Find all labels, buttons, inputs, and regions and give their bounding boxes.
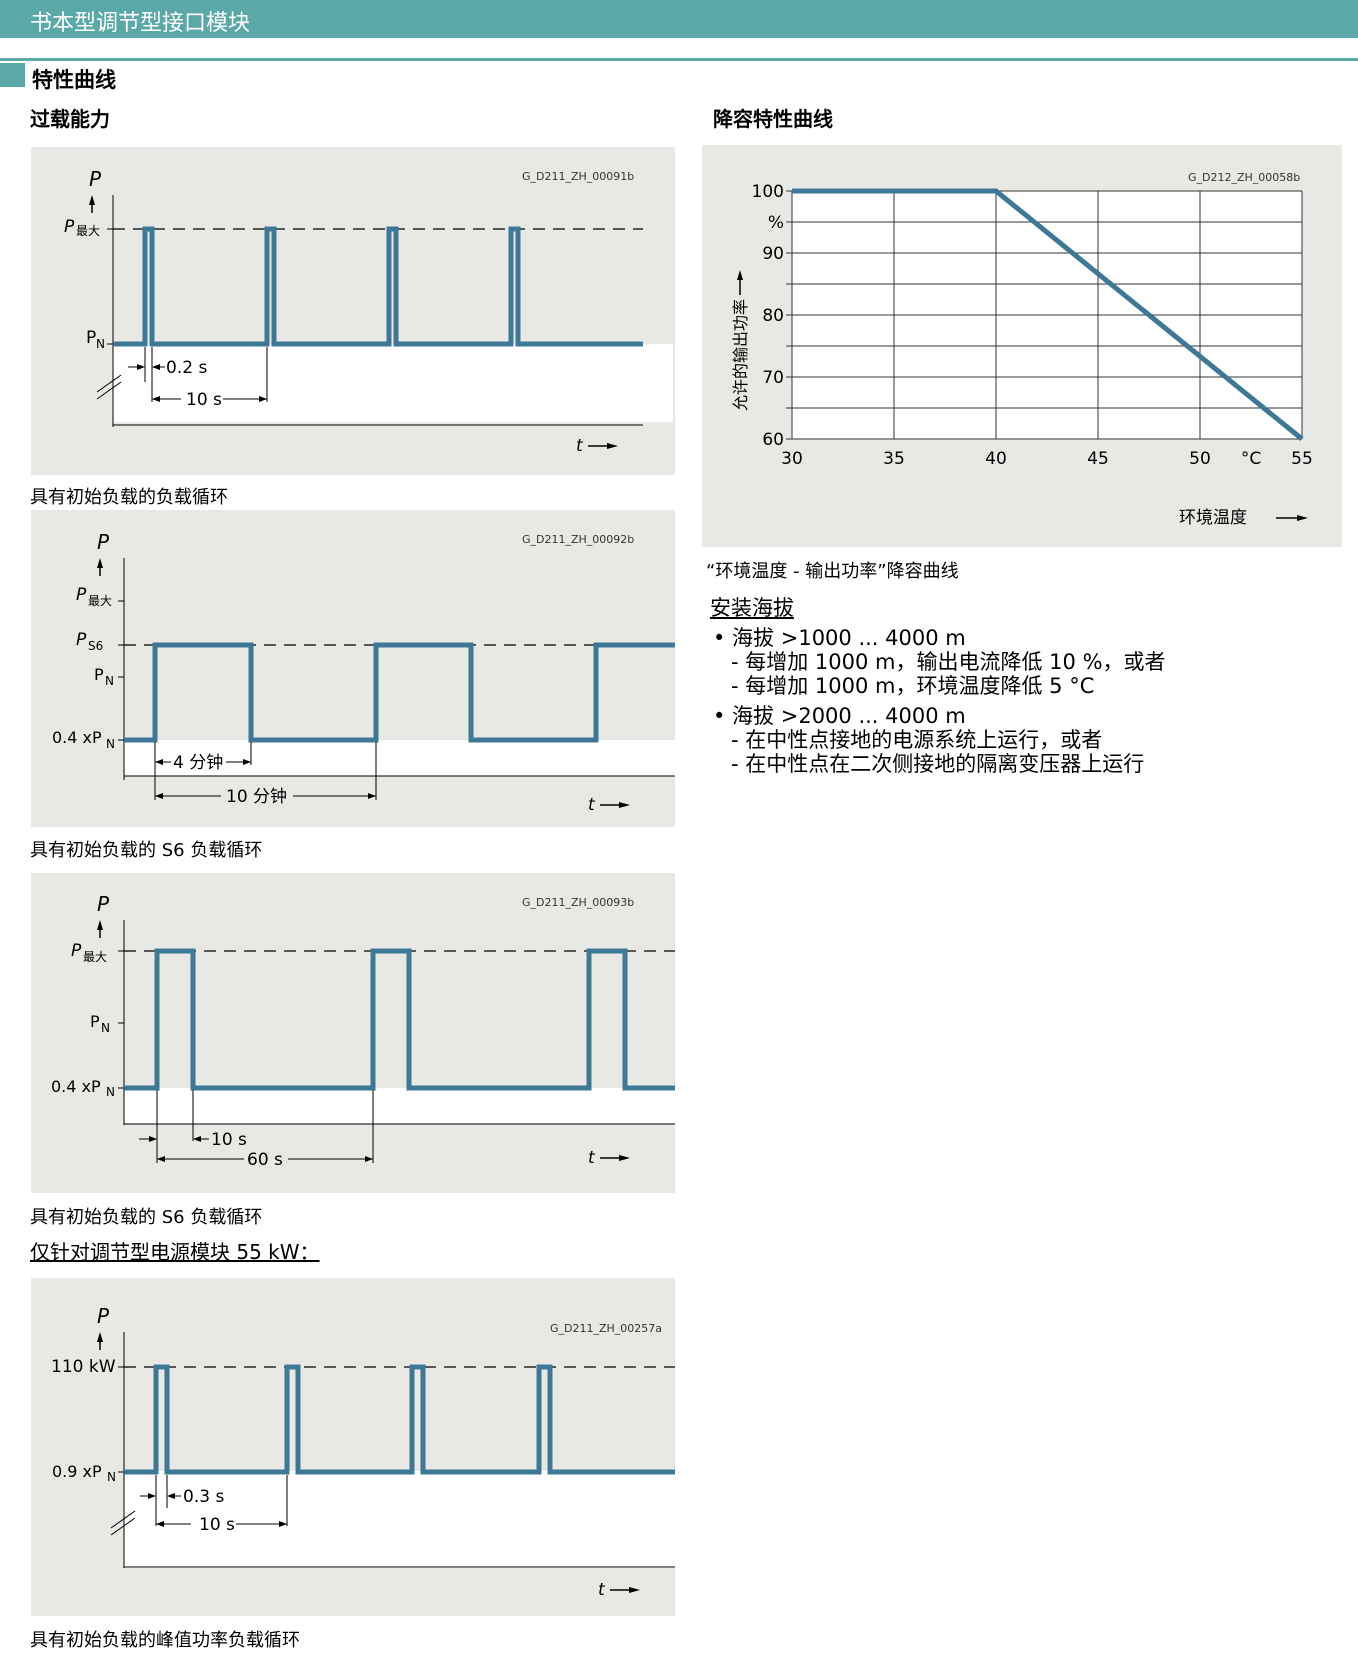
y-tick-label: % xyxy=(768,213,784,233)
svg-text:P: P xyxy=(71,941,82,961)
svg-text:P: P xyxy=(76,585,87,605)
y-tick-label: 70 xyxy=(762,368,784,388)
derating-caption: “环境温度 - 输出功率”降容曲线 xyxy=(706,557,959,583)
ps6-sub: S6 xyxy=(88,639,103,653)
x-tick-label: 45 xyxy=(1087,449,1109,469)
svg-text:P: P xyxy=(86,328,96,348)
note-55kw: 仅针对调节型电源模块 55 kW： xyxy=(30,1236,320,1265)
time-label-1: 0.2 s xyxy=(166,358,207,378)
pn-label: P xyxy=(94,665,104,684)
y-tick-label: 80 xyxy=(762,306,784,326)
x-tick-label: 55 xyxy=(1291,449,1313,469)
bullet-1b: - 每增加 1000 m，环境温度降低 5 °C xyxy=(713,674,1166,698)
x-tick-label: 30 xyxy=(781,449,803,469)
bullet-2b: - 在中性点在二次侧接地的隔离变压器上运行 xyxy=(713,752,1166,776)
chart-id: G_D211_ZH_00092b xyxy=(522,533,634,546)
t-axis-label: t xyxy=(588,1148,596,1168)
base-sub: N xyxy=(106,737,115,751)
overload-title: 过载能力 xyxy=(30,103,110,132)
x-tick-label: °C xyxy=(1241,449,1261,469)
bullet-1a: - 每增加 1000 m，输出电流降低 10 %，或者 xyxy=(713,650,1166,674)
base-sub: N xyxy=(107,1470,116,1484)
base-label: 0.9 xP xyxy=(52,1462,102,1481)
base-label: 0.4 xP xyxy=(51,1077,101,1096)
chart-id: G_D211_ZH_00257a xyxy=(550,1322,662,1335)
caption-1: 具有初始负载的负载循环 xyxy=(30,483,228,509)
chart-id: G_D212_ZH_00058b xyxy=(1188,171,1300,184)
x-tick-label: 40 xyxy=(985,449,1007,469)
y-tick-label: 100 xyxy=(752,182,784,202)
caption-2: 具有初始负载的 S6 负载循环 xyxy=(30,836,262,862)
load-cycle-chart-2: G_D211_ZH_00092b P P 最大 P S6 P N 0.4 xP … xyxy=(31,510,675,827)
pmax-sub: 最大 xyxy=(88,594,112,608)
t-axis-label: t xyxy=(588,795,596,815)
caption-4: 具有初始负载的峰值功率负载循环 xyxy=(30,1626,300,1652)
header-bar: 书本型调节型接口模块 xyxy=(0,0,1358,38)
pn-label: P xyxy=(90,1012,100,1031)
base-label: 0.4 xP xyxy=(52,728,102,747)
y-axis-label: P xyxy=(97,892,110,916)
y-axis-label: P xyxy=(97,530,110,554)
pmax-sub: 最大 xyxy=(76,224,100,238)
time-label-1: 10 s xyxy=(211,1130,247,1150)
derating-title: 降容特性曲线 xyxy=(713,103,833,132)
time-label-2: 60 s xyxy=(247,1150,283,1170)
installation-title: 安装海拔 xyxy=(710,592,794,622)
pn-sub: N xyxy=(105,674,114,688)
x-axis-title: 环境温度 xyxy=(1179,508,1247,528)
svg-text:P: P xyxy=(76,630,87,650)
pmax-sub: 最大 xyxy=(83,950,107,964)
t-axis-label: t xyxy=(576,436,584,456)
load-cycle-chart-3: G_D211_ZH_00093b P P 最大 P N 0.4 xP N 10 … xyxy=(31,873,675,1193)
base-sub: N xyxy=(106,1085,115,1099)
bullet-2a: - 在中性点接地的电源系统上运行，或者 xyxy=(713,728,1166,752)
t-axis-label: t xyxy=(598,1580,606,1600)
section-title: 特性曲线 xyxy=(32,64,116,94)
section-marker xyxy=(0,63,25,87)
time-label-1: 0.3 s xyxy=(183,1487,224,1507)
installation-notes: • 海拔 >1000 ... 4000 m - 每增加 1000 m，输出电流降… xyxy=(713,626,1166,776)
caption-3: 具有初始负载的 S6 负载循环 xyxy=(30,1203,262,1229)
time-label-2: 10 分钟 xyxy=(226,787,287,807)
load-cycle-chart-1: G_D211_ZH_00091b P P 最大 P N 0.2 s 10 s t xyxy=(31,147,675,475)
time-label-1: 4 分钟 xyxy=(173,753,223,773)
time-label-2: 10 s xyxy=(186,390,222,410)
x-tick-label: 35 xyxy=(883,449,905,469)
y-axis-label: P xyxy=(97,1304,110,1328)
peak-label: 110 kW xyxy=(51,1357,116,1377)
bullet-1: • 海拔 >1000 ... 4000 m xyxy=(713,626,1166,650)
y-axis-title: 允许的输出功率 xyxy=(731,299,750,411)
chart-id: G_D211_ZH_00091b xyxy=(522,170,634,183)
chart-id: G_D211_ZH_00093b xyxy=(522,896,634,909)
time-label-2: 10 s xyxy=(199,1515,235,1535)
x-tick-label: 50 xyxy=(1189,449,1211,469)
derating-chart: G_D212_ZH_00058b 100% 90 80 70 60 30 35 40 45 50… xyxy=(702,145,1342,547)
pn-sub: N xyxy=(96,337,105,351)
y-axis-label: P xyxy=(89,167,102,191)
bullet-2: • 海拔 >2000 ... 4000 m xyxy=(713,704,1166,728)
header-divider xyxy=(0,58,1358,61)
pn-sub: N xyxy=(101,1021,110,1035)
peak-load-cycle-chart: G_D211_ZH_00257a P 110 kW 0.9 xP N 0.3 s… xyxy=(31,1278,675,1616)
svg-text:P: P xyxy=(64,217,75,237)
y-tick-label: 90 xyxy=(762,244,784,264)
header-title: 书本型调节型接口模块 xyxy=(30,5,250,37)
y-tick-label: 60 xyxy=(762,430,784,450)
